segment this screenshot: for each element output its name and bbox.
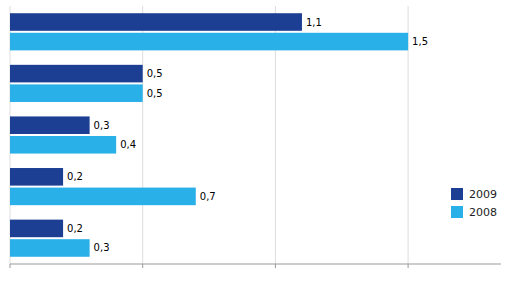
legend-swatch bbox=[451, 206, 463, 218]
x-axis bbox=[10, 264, 501, 265]
data-label: 0,2 bbox=[67, 171, 83, 182]
legend: 2009 2008 bbox=[451, 188, 497, 219]
bar bbox=[10, 239, 90, 257]
bar bbox=[10, 84, 143, 102]
plot-area bbox=[10, 6, 408, 264]
data-label: 0,5 bbox=[147, 88, 163, 99]
data-label: 0,5 bbox=[147, 68, 163, 79]
bar bbox=[10, 116, 90, 134]
x-tick bbox=[275, 264, 276, 268]
bar bbox=[10, 13, 302, 31]
bar bbox=[10, 65, 143, 83]
legend-label: 2009 bbox=[469, 188, 497, 201]
chart: 1,1 1,5 0,5 0,5 0,3 0,4 0,2 0,7 0,2 0,3 2009 2008 bbox=[0, 0, 521, 282]
bar bbox=[10, 168, 63, 186]
bar bbox=[10, 136, 116, 154]
x-tick bbox=[142, 264, 143, 268]
data-label: 0,7 bbox=[200, 191, 216, 202]
data-label: 1,1 bbox=[306, 17, 322, 28]
bar bbox=[10, 33, 408, 51]
data-label: 1,5 bbox=[412, 36, 428, 47]
data-label: 0,2 bbox=[67, 223, 83, 234]
data-label: 0,4 bbox=[120, 139, 136, 150]
legend-label: 2008 bbox=[469, 206, 497, 219]
legend-swatch bbox=[451, 188, 463, 200]
bar bbox=[10, 188, 196, 206]
x-tick bbox=[10, 264, 11, 268]
data-label: 0,3 bbox=[94, 120, 110, 131]
data-labels: 1,1 1,5 0,5 0,5 0,3 0,4 0,2 0,7 0,2 0,3 bbox=[67, 17, 428, 254]
bar bbox=[10, 220, 63, 238]
bars bbox=[10, 13, 408, 257]
x-tick bbox=[408, 264, 409, 268]
data-label: 0,3 bbox=[94, 242, 110, 253]
